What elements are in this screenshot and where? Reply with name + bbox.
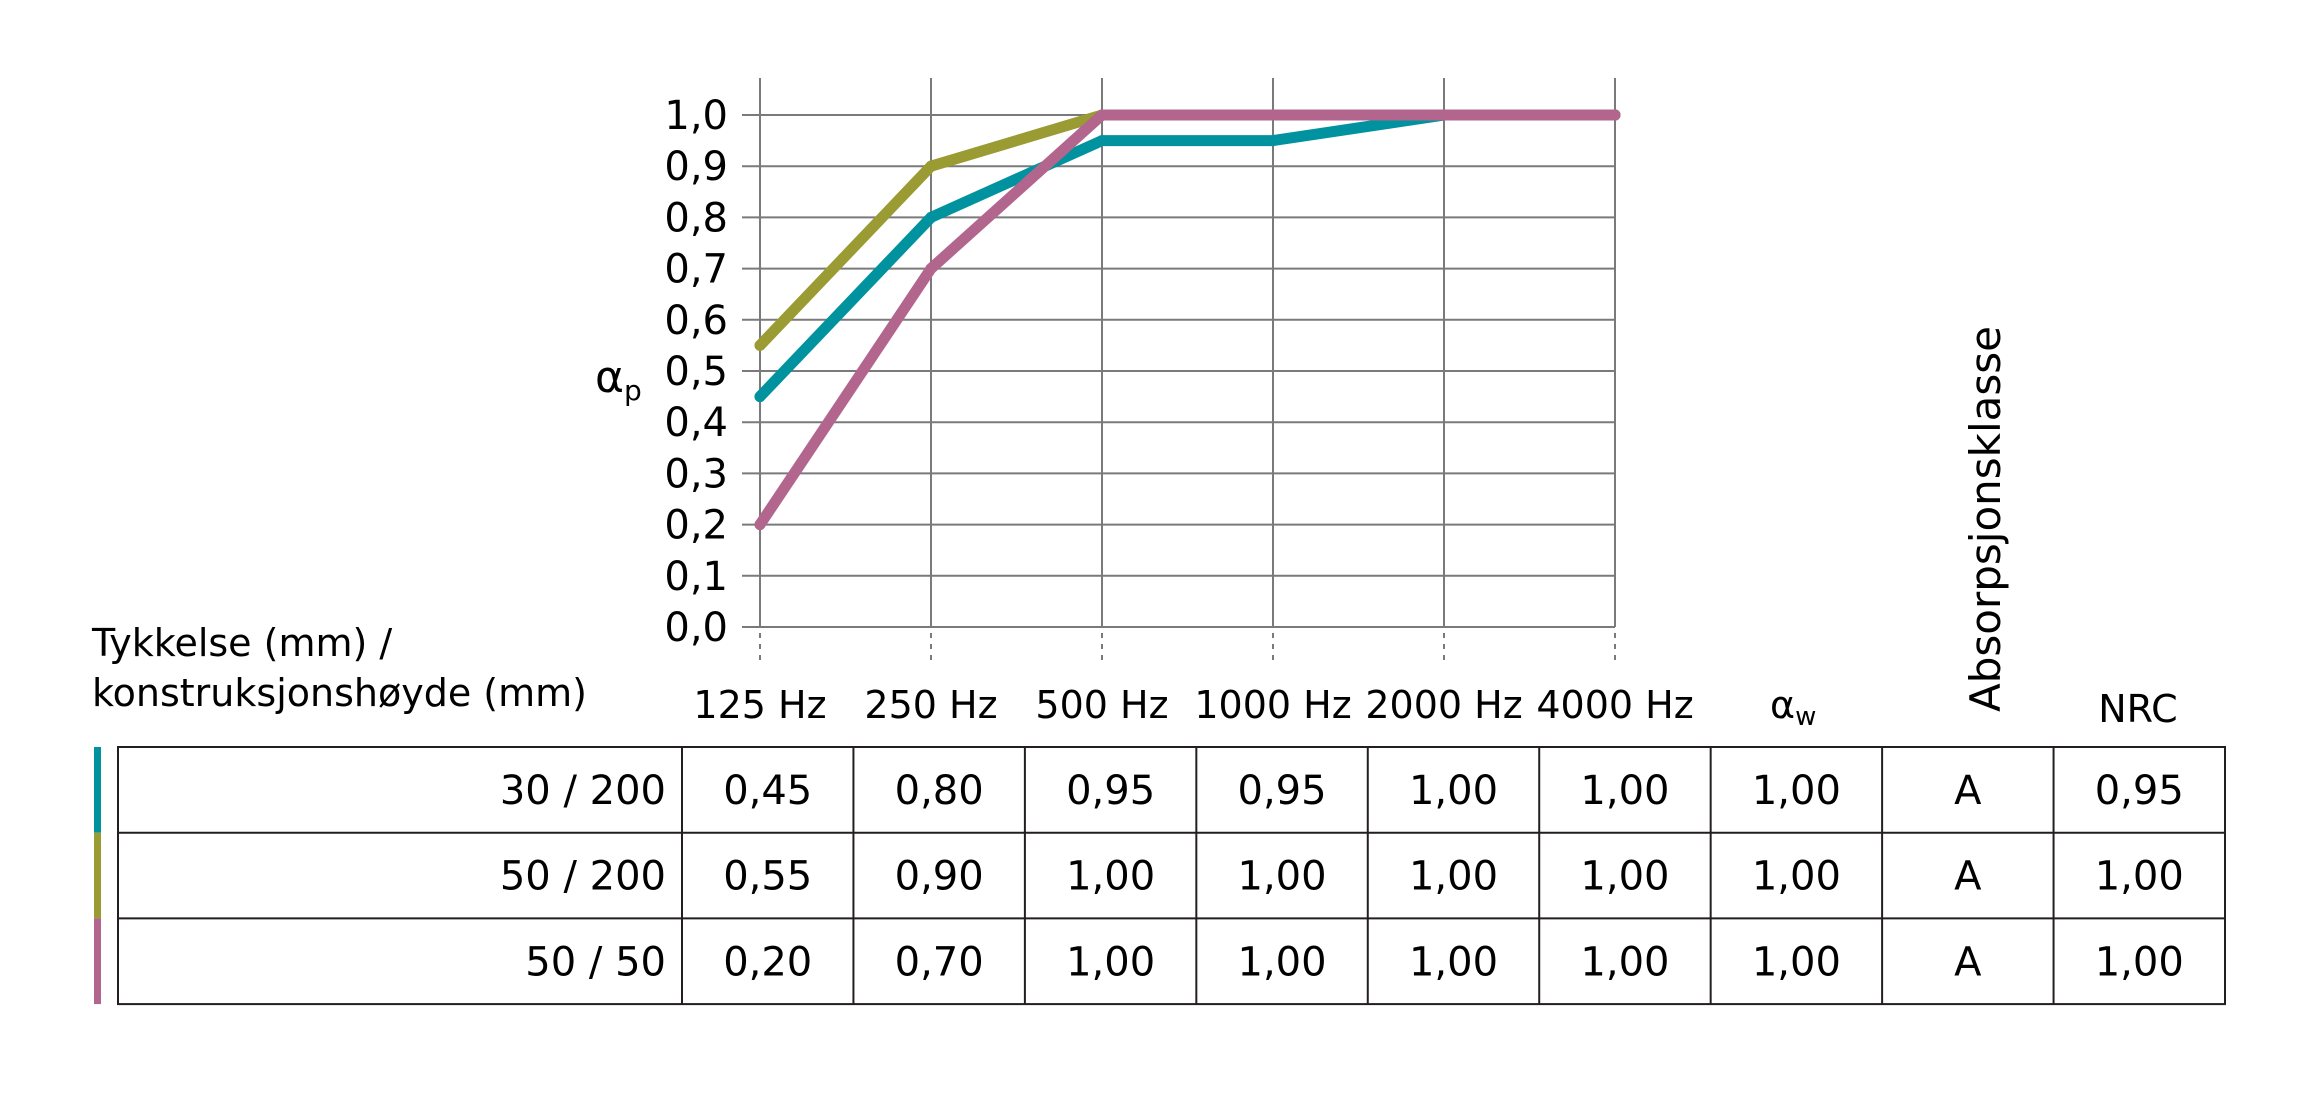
table-cell: 1,00 <box>1580 939 1669 985</box>
series-3-point <box>1096 109 1108 121</box>
series-3-point <box>1438 109 1450 121</box>
table-border <box>117 746 2226 1006</box>
table-cell: A <box>1954 854 1982 900</box>
y-tick-label: 0,7 <box>664 247 728 293</box>
row-header-line2: konstruksjonshøyde (mm) <box>92 671 587 715</box>
table-cell: 1,00 <box>2095 854 2184 900</box>
table-cell: A <box>1954 768 1982 814</box>
table-cell: 0,45 <box>723 768 812 814</box>
table-cell: 1,00 <box>1066 939 1155 985</box>
row-color-swatch <box>94 832 101 919</box>
aw-header: αw <box>1770 683 1816 732</box>
y-tick-label: 0,2 <box>664 503 728 549</box>
table-cell: 0,55 <box>723 854 812 900</box>
table-cell: 1,00 <box>1752 939 1841 985</box>
table-row-label: 50 / 50 <box>525 939 666 985</box>
table-cell: 1,00 <box>1409 939 1498 985</box>
aw-header-sub: w <box>1795 702 1816 732</box>
y-tick-label: 0,3 <box>664 451 728 497</box>
y-tick-label: 0,8 <box>664 195 728 241</box>
row-color-swatch <box>94 747 101 833</box>
y-tick-label: 0,5 <box>664 349 728 395</box>
series-line-3 <box>754 109 1621 531</box>
row-header-line1: Tykkelse (mm) / <box>91 621 392 665</box>
series-1-point <box>1096 135 1108 147</box>
data-table: 30 / 200 0,45 0,80 0,95 0,95 1,00 1,00 1,00 A 0,9… <box>94 746 2226 1006</box>
series-1-point <box>1267 135 1279 147</box>
row-color-swatch <box>94 918 101 1005</box>
aw-header-main: α <box>1770 683 1795 727</box>
table-cell: A <box>1954 939 1982 985</box>
table-cell: 1,00 <box>1238 939 1327 985</box>
table-cell: 1,00 <box>2095 939 2184 985</box>
table-cell: 0,80 <box>895 768 984 814</box>
chart-series <box>754 109 1621 531</box>
y-tick-label: 0,6 <box>664 298 728 344</box>
series-line-2 <box>754 109 1621 351</box>
y-tick-label: 0,0 <box>664 605 728 651</box>
table-cell: 0,95 <box>2095 768 2184 814</box>
series-line-1 <box>754 109 1621 403</box>
chart-grid <box>742 78 1616 662</box>
series-1-point <box>754 391 766 403</box>
table-cell: 0,20 <box>723 939 812 985</box>
table-cell: 1,00 <box>1752 768 1841 814</box>
table-cell: 1,00 <box>1752 854 1841 900</box>
series-3-point <box>1267 109 1279 121</box>
x-tick-label: 125 Hz <box>693 683 826 727</box>
y-axis-ticks: 0,0 0,1 0,2 0,3 0,4 0,5 0,6 0,7 0,8 0,9 1,0 <box>664 93 728 651</box>
table-column-headers: 125 Hz 250 Hz 500 Hz 1000 Hz 2000 Hz 4000 Hz <box>693 683 1693 727</box>
x-tick-label: 1000 Hz <box>1194 683 1351 727</box>
table-cell: 0,70 <box>895 939 984 985</box>
x-tick-label: 250 Hz <box>864 683 997 727</box>
table-cell: 1,00 <box>1238 854 1327 900</box>
table-cell: 1,00 <box>1066 854 1155 900</box>
table-cell: 0,95 <box>1066 768 1155 814</box>
series-2-point <box>925 160 937 172</box>
y-tick-label: 0,1 <box>664 554 728 600</box>
nrc-header: NRC <box>2098 687 2177 731</box>
y-tick-label: 0,9 <box>664 144 728 190</box>
series-2-point <box>754 339 766 351</box>
y-axis-label: αp <box>595 352 642 407</box>
y-tick-label: 1,0 <box>664 93 728 139</box>
x-tick-label: 500 Hz <box>1035 683 1168 727</box>
table-row-label: 50 / 200 <box>500 854 666 900</box>
table-cell: 1,00 <box>1580 854 1669 900</box>
table-cell: 0,90 <box>895 854 984 900</box>
table-cell: 1,00 <box>1580 768 1669 814</box>
series-1-point <box>925 211 937 223</box>
series-3-point <box>1609 109 1621 121</box>
y-axis-label-main: α <box>595 352 624 403</box>
x-tick-label: 2000 Hz <box>1365 683 1522 727</box>
table-cell: 1,00 <box>1409 854 1498 900</box>
series-3-point <box>754 519 766 531</box>
absorption-class-header: Absorpsjonsklasse <box>1961 326 2010 712</box>
y-tick-label: 0,4 <box>664 400 728 446</box>
series-3-point <box>925 263 937 275</box>
table-row-label: 30 / 200 <box>500 768 666 814</box>
x-tick-label: 4000 Hz <box>1536 683 1693 727</box>
y-axis-label-sub: p <box>624 374 642 407</box>
table-cell: 0,95 <box>1238 768 1327 814</box>
table-cell: 1,00 <box>1409 768 1498 814</box>
